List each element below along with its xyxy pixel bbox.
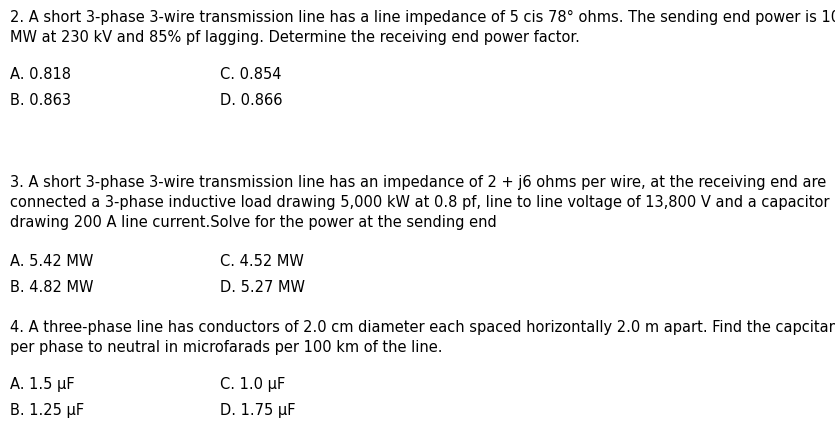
Text: 4. A three-phase line has conductors of 2.0 cm diameter each spaced horizontally: 4. A three-phase line has conductors of … [10, 320, 835, 355]
Text: 3. A short 3-phase 3-wire transmission line has an impedance of 2 + j6 ohms per : 3. A short 3-phase 3-wire transmission l… [10, 175, 835, 230]
Text: B. 1.25 μF: B. 1.25 μF [10, 403, 84, 418]
Text: C. 1.0 μF: C. 1.0 μF [220, 377, 286, 392]
Text: A. 5.42 MW: A. 5.42 MW [10, 254, 94, 269]
Text: A. 0.818: A. 0.818 [10, 67, 71, 82]
Text: 2. A short 3-phase 3-wire transmission line has a line impedance of 5 cis 78° oh: 2. A short 3-phase 3-wire transmission l… [10, 10, 835, 45]
Text: D. 5.27 MW: D. 5.27 MW [220, 280, 305, 295]
Text: C. 0.854: C. 0.854 [220, 67, 281, 82]
Text: D. 1.75 μF: D. 1.75 μF [220, 403, 296, 418]
Text: B. 4.82 MW: B. 4.82 MW [10, 280, 94, 295]
Text: B. 0.863: B. 0.863 [10, 93, 71, 108]
Text: C. 4.52 MW: C. 4.52 MW [220, 254, 304, 269]
Text: A. 1.5 μF: A. 1.5 μF [10, 377, 74, 392]
Text: D. 0.866: D. 0.866 [220, 93, 282, 108]
